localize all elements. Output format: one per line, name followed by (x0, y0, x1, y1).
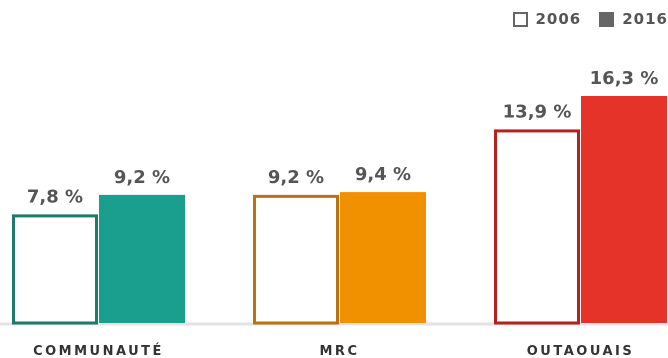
data-label-2016-mrc: 9,4 % (355, 164, 411, 185)
bar-2006-mrc (253, 194, 339, 325)
legend-swatch-2016 (599, 11, 615, 27)
data-label-2006-mrc: 9,2 % (268, 167, 324, 188)
legend: 2006 2016 (512, 10, 668, 28)
data-label-2006-communaute: 7,8 % (27, 186, 83, 207)
category-label-2: OUTAOUAIS (527, 344, 635, 358)
legend-item-2006: 2006 (512, 10, 582, 28)
legend-label-2016: 2016 (622, 10, 668, 28)
legend-swatch-2006 (512, 11, 528, 27)
legend-label-2006: 2006 (535, 10, 582, 28)
bar-2016-mrc (340, 192, 426, 323)
bar-2016-communaute (99, 194, 185, 323)
bar-2006-outaouais (494, 129, 580, 325)
legend-item-2016: 2016 (599, 10, 668, 28)
bar-2006-communaute (12, 214, 98, 325)
data-label-2016-communaute: 9,2 % (114, 167, 170, 188)
data-label-2016-outaouais: 16,3 % (590, 68, 659, 89)
category-label-1: MRC (320, 344, 360, 358)
data-label-2006-outaouais: 13,9 % (503, 101, 572, 122)
category-label-0: COMMUNAUTÉ (33, 343, 164, 358)
bar-2016-outaouais (581, 96, 667, 323)
